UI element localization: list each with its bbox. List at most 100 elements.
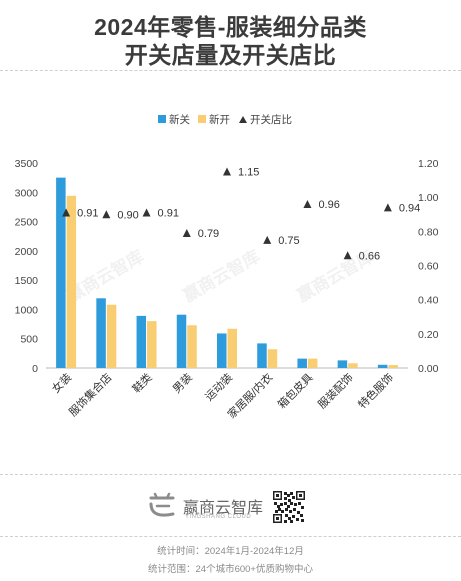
qr-module [280,503,283,506]
bar-opened [106,304,117,368]
ratio-label: 0.91 [158,208,179,220]
bar-opened [267,349,278,368]
y-left-tick-label: 3500 [15,158,39,170]
x-tick-label: 服装配饰 [315,370,356,411]
footer-period: 统计时间：2024年1月-2024年12月 [157,546,304,557]
footer-divider [0,474,461,475]
y-right-tick-label: 0.60 [418,261,439,273]
bar-opened [388,365,398,368]
qr-module [296,518,299,521]
logo-subtext: YINGSHANG CLOUD [185,514,252,520]
ratio-label: 0.90 [117,209,138,221]
qr-module [292,496,295,499]
qr-module [298,502,301,505]
qr-module [284,492,287,495]
x-tick-label: 服饰集合店 [66,370,115,419]
ratio-label: 0.75 [278,235,299,247]
qr-module [284,520,287,523]
x-tick-label: 男装 [170,371,195,396]
qr-module [285,514,288,517]
qr-module [276,517,279,520]
qr-module [285,508,288,511]
ratio-marker [62,208,71,217]
bar-closed [377,364,388,368]
bar-closed [56,177,66,368]
qr-module [289,510,292,513]
bar-chart: 新关 新开 开关店比 0 500 1000 1500 2000 2500 3000 3500 0.00… [15,113,439,421]
y-left-tick-label: 2000 [15,246,39,258]
qr-module [299,494,302,497]
x-tick-label: 鞋类 [129,370,154,395]
y-left-tick-label: 3000 [15,187,39,199]
qr-module [297,511,300,514]
qr-module [275,510,278,513]
bar-closed [96,298,106,368]
qr-module [274,502,277,505]
ratio-label: 0.91 [77,208,98,220]
legend-label: 新关 [169,113,190,126]
ratio-marker [182,229,191,238]
footer-divider-2 [0,536,461,537]
bar-closed [176,314,187,368]
legend-label: 新开 [209,113,230,126]
y-right-tick-label: 1.00 [418,192,439,204]
qr-module [278,508,281,511]
bar-opened [348,363,358,368]
qr-module [292,515,295,518]
qr-module [287,494,290,497]
bar-opened [227,328,237,368]
qr-module [288,499,291,502]
ratio-label: 0.79 [198,228,219,240]
bar-closed [337,360,348,368]
qr-module [284,502,287,505]
qr-module [290,520,293,523]
bar-opened [307,358,318,368]
qr-module [276,494,279,497]
brand-logo-icon [149,492,175,517]
qr-module [293,508,296,511]
qr-module [288,517,291,520]
bar-opened [66,195,77,368]
top-divider [0,70,461,71]
ratio-marker [383,203,392,212]
ratio-marker [223,167,231,176]
footer-scope: 统计范围：24个城市600+优质购物中心 [148,564,313,575]
ratio-marker [343,251,352,260]
y-right-tick-label: 0.20 [418,329,439,341]
bar-closed [217,333,227,368]
bar-opened [147,321,157,368]
x-tick-label: 女装 [49,370,74,395]
y-left-tick-label: 1500 [15,275,39,287]
ratio-label: 0.96 [318,199,339,211]
qr-module [281,510,284,513]
qr-module [277,505,280,508]
y-left-tick-label: 2500 [15,217,39,229]
ratio-label: 0.66 [359,250,380,262]
ratio-marker [303,200,312,208]
y-right-tick-label: 0.80 [418,226,439,238]
y-left-tick-label: 500 [20,334,38,346]
ratio-marker [263,235,272,244]
x-tick-label: 运动装 [203,371,236,404]
qr-module [300,514,303,517]
qr-module [294,503,297,506]
y-left-tick-label: 1000 [15,304,39,316]
logo-text: 嬴商云智库 [183,500,264,517]
y-left-tick-label: 0 [32,363,38,375]
x-tick-label: 特色服饰 [355,370,396,411]
qr-module [287,505,290,508]
ratio-marker [142,208,151,217]
y-right-tick-label: 1.20 [418,158,439,170]
chart-title-line1: 2024年零售-服装细分品类 [94,14,367,40]
qr-module [301,519,304,522]
legend-triangle-icon [239,116,247,123]
bar-opened [187,325,197,368]
footer-logo: 嬴商云智库 YINGSHANG CLOUD [145,488,325,528]
x-tick-label: 箱包皮具 [275,370,316,411]
ratio-label: 1.15 [238,167,259,179]
y-right-tick-label: 0.40 [418,295,439,307]
bar-closed [297,358,307,368]
ratio-marker [102,210,111,219]
qr-module [290,492,293,495]
ratio-label: 0.94 [399,202,420,214]
